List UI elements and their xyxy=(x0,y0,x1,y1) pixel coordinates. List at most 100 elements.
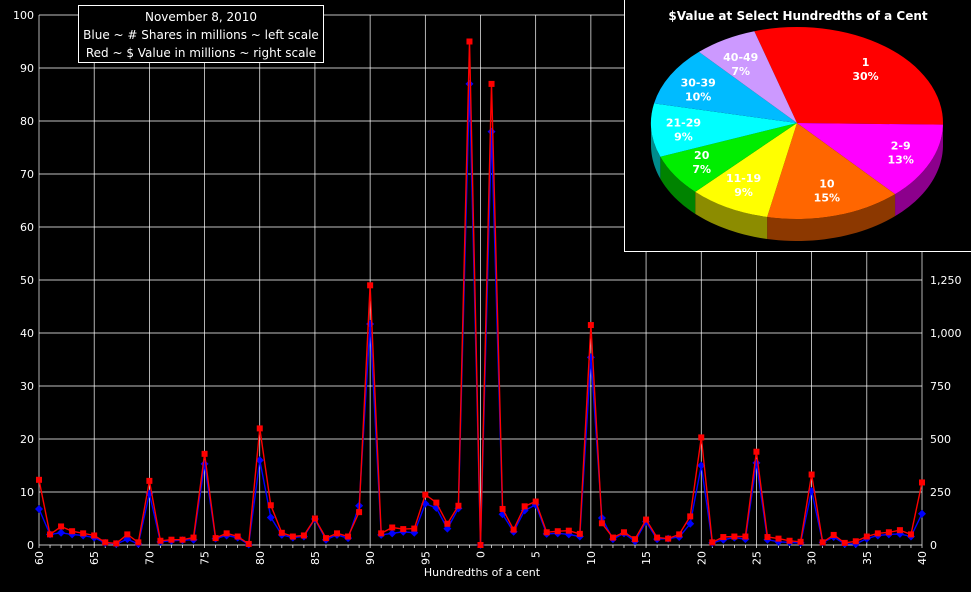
data-point xyxy=(300,532,307,539)
x-tick-label: 0 xyxy=(475,551,488,558)
pie-slice-pct: 7% xyxy=(692,163,711,176)
data-point xyxy=(654,534,661,541)
data-point xyxy=(488,80,495,87)
pie-slice-label: 2-9 xyxy=(891,140,911,153)
data-point xyxy=(190,534,197,541)
data-point xyxy=(885,529,892,536)
x-tick-label: 30 xyxy=(806,551,819,565)
x-tick-label: 60 xyxy=(33,551,46,565)
data-point xyxy=(466,38,473,45)
data-point xyxy=(422,491,429,498)
pie-slice-label: 40-49 xyxy=(723,51,758,64)
data-point xyxy=(686,519,695,528)
data-point xyxy=(223,530,230,537)
data-point xyxy=(201,450,208,457)
data-point xyxy=(742,533,749,540)
data-point xyxy=(598,520,605,527)
pie-slice-pct: 10% xyxy=(685,91,711,104)
data-point xyxy=(687,513,694,520)
pie-slice-side xyxy=(651,123,661,179)
data-point xyxy=(388,529,397,538)
data-point xyxy=(521,503,528,510)
x-tick-label: 10 xyxy=(585,551,598,565)
pie-slice xyxy=(695,123,797,217)
pie-slice-label: 1 xyxy=(862,56,870,69)
left-tick-label: 90 xyxy=(20,62,34,75)
legend-blue-series: Blue ~ # Shares in millions ~ left scale xyxy=(83,28,319,42)
data-point xyxy=(179,536,186,543)
x-tick-label: 70 xyxy=(143,551,156,565)
data-point xyxy=(720,534,727,541)
pie-chart: 130%2-913%1015%11-199%207%21-299%30-3910… xyxy=(651,27,943,241)
pie-slice xyxy=(660,123,797,192)
right-tick-label: 1,000 xyxy=(930,327,962,340)
pie-slice xyxy=(654,51,797,123)
left-tick-label: 70 xyxy=(20,168,34,181)
data-point xyxy=(896,527,903,534)
x-tick-label: 85 xyxy=(309,551,322,565)
pie-slice-pct: 15% xyxy=(814,192,840,205)
pie-slice-pct: 9% xyxy=(734,186,753,199)
data-point xyxy=(69,528,76,535)
axes: 010203040506070809010002505007501,0001,2… xyxy=(13,9,962,565)
pie-top xyxy=(651,27,943,220)
left-tick-label: 80 xyxy=(20,115,34,128)
data-point xyxy=(465,79,474,88)
data-point xyxy=(234,533,241,540)
data-point xyxy=(400,526,407,533)
data-point xyxy=(35,504,43,513)
series xyxy=(35,38,926,549)
x-tick-label: 5 xyxy=(530,551,543,558)
data-point xyxy=(543,529,550,536)
data-point xyxy=(752,458,761,467)
data-point xyxy=(632,536,639,543)
left-tick-label: 10 xyxy=(20,486,34,499)
pie-slice-label: 11-19 xyxy=(726,172,761,185)
left-tick-label: 20 xyxy=(20,433,34,446)
left-tick-label: 40 xyxy=(20,327,34,340)
x-tick-label: 75 xyxy=(199,551,212,565)
left-tick-label: 50 xyxy=(20,274,34,287)
data-point xyxy=(510,526,517,533)
data-point xyxy=(532,498,539,505)
left-tick-label: 60 xyxy=(20,221,34,234)
data-point xyxy=(91,532,98,539)
data-point xyxy=(499,505,506,512)
data-point xyxy=(731,533,738,540)
data-point xyxy=(786,537,793,544)
data-point xyxy=(322,535,329,542)
data-point xyxy=(863,533,870,540)
right-tick-label: 500 xyxy=(930,433,951,446)
series-value xyxy=(36,38,925,548)
data-point xyxy=(455,502,462,509)
data-point xyxy=(709,539,716,546)
data-point xyxy=(919,479,925,486)
pie-slice-label: 21-29 xyxy=(666,116,701,129)
pie-slice xyxy=(797,123,943,195)
right-tick-label: 250 xyxy=(930,486,951,499)
data-point xyxy=(146,477,153,484)
data-point xyxy=(80,530,87,537)
data-point xyxy=(620,529,627,536)
data-point xyxy=(266,513,275,522)
pie-slice xyxy=(767,123,896,220)
x-tick-label: 65 xyxy=(88,551,101,565)
legend-date: November 8, 2010 xyxy=(144,10,258,24)
data-point xyxy=(697,461,706,470)
pie-slice xyxy=(651,103,797,157)
data-point xyxy=(289,533,296,540)
legend-red-series: Red ~ $ Value in millions ~ right scale xyxy=(85,46,317,60)
data-point xyxy=(477,542,484,548)
data-point xyxy=(874,530,881,537)
data-point xyxy=(135,539,142,546)
pie-panel: 1 30% 2-9 13% 10 15% 11-19 9% 20 7% 21-29 9% 30-39 10… xyxy=(624,0,971,252)
data-point xyxy=(255,456,264,465)
data-point xyxy=(830,531,837,538)
data-point xyxy=(576,530,583,537)
data-point xyxy=(157,537,164,544)
x-tick-label: 40 xyxy=(916,551,929,565)
data-point xyxy=(698,434,705,441)
pie-slice-pct: 7% xyxy=(731,65,750,78)
pie-slice-label: 10 xyxy=(819,178,835,191)
